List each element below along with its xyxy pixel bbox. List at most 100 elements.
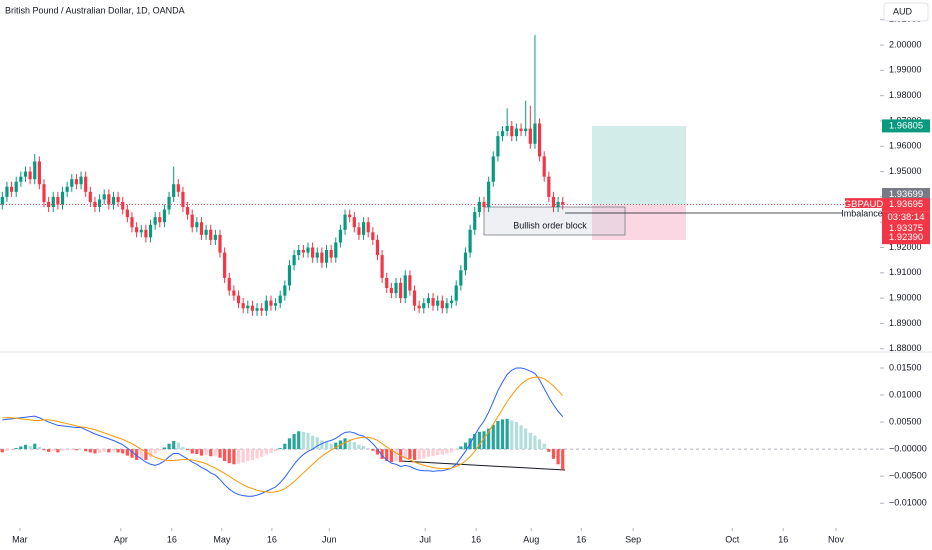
price-tag — [882, 231, 930, 245]
histogram-bar — [273, 449, 278, 452]
candle-body — [561, 201, 565, 205]
histogram-bar — [148, 449, 153, 458]
histogram-bar — [121, 449, 125, 454]
candle-body — [394, 282, 398, 294]
histogram-bar — [144, 449, 148, 460]
currency-label[interactable]: AUD — [893, 6, 913, 16]
histogram-bar — [524, 428, 528, 450]
histogram-bar — [185, 449, 190, 451]
x-tick-label: Apr — [114, 534, 128, 544]
candle-body — [264, 300, 268, 311]
candle-body — [537, 123, 542, 157]
candle-body — [542, 156, 546, 177]
candle-body — [454, 285, 458, 301]
histogram-bar — [107, 449, 111, 453]
histogram-bar — [311, 435, 315, 450]
histogram-bar — [445, 449, 449, 454]
candle-body — [158, 217, 162, 223]
candle-body — [135, 227, 139, 233]
histogram-bar — [9, 449, 14, 451]
x-tick-label: Oct — [725, 534, 740, 544]
histogram-bar — [487, 428, 491, 450]
histogram-bar — [417, 449, 421, 460]
histogram-bar — [130, 449, 134, 458]
candle-body — [236, 295, 241, 304]
histogram-bar — [28, 445, 32, 450]
histogram-bar — [84, 449, 88, 452]
histogram-bar — [482, 431, 486, 450]
candle-body — [399, 282, 403, 299]
candle-body — [42, 184, 46, 202]
candle-body — [241, 303, 245, 309]
price-tag — [882, 188, 930, 202]
histogram-bar — [250, 449, 255, 460]
histogram-bar — [102, 449, 106, 452]
candle-body — [431, 298, 435, 306]
price-tag-label: 1.96805 — [889, 120, 923, 131]
candle-body — [255, 308, 259, 311]
candle-body — [329, 250, 333, 258]
histogram-bar — [394, 449, 398, 462]
histogram-bar — [209, 449, 213, 457]
candle-body — [524, 128, 528, 132]
histogram-bar — [204, 449, 208, 456]
candle-body — [510, 126, 514, 137]
histogram-bar — [158, 449, 162, 451]
candle-body — [287, 265, 292, 286]
candle-body — [60, 191, 65, 205]
histogram-bar — [371, 449, 375, 451]
histogram-bar — [236, 449, 241, 464]
histogram-bar — [324, 441, 329, 450]
candle-body — [283, 285, 287, 296]
candle-body — [496, 136, 500, 157]
candle-body — [422, 303, 426, 309]
x-tick-label: 16 — [576, 534, 586, 544]
histogram-bar — [537, 439, 542, 450]
candle-body — [116, 196, 120, 202]
histogram-bar — [528, 432, 532, 450]
candle-body — [190, 214, 194, 228]
histogram-bar — [269, 449, 273, 453]
y-tick-label: 1.88000 — [889, 343, 922, 353]
candle-body — [88, 191, 92, 202]
candle-body — [380, 255, 384, 278]
histogram-bar — [241, 449, 245, 463]
histogram-bar — [5, 449, 9, 452]
candle-body — [153, 217, 157, 225]
candle-body — [209, 229, 213, 240]
candle-body — [185, 207, 190, 215]
candle-body — [403, 275, 407, 299]
candle-body — [14, 181, 18, 192]
histogram-bar — [255, 449, 259, 459]
candle-body — [514, 128, 519, 137]
candle-body — [440, 300, 444, 309]
imbalance-label-bg — [842, 208, 882, 219]
histogram-bar — [232, 449, 236, 465]
symbol-tag — [845, 198, 882, 212]
histogram-bar — [514, 422, 519, 450]
histogram-bar — [510, 420, 514, 450]
histogram-bar — [278, 448, 282, 450]
histogram-bar — [547, 449, 551, 452]
candle-body — [463, 252, 468, 271]
histogram-bar — [218, 449, 222, 458]
candle-body — [204, 229, 208, 235]
histogram-bar — [389, 449, 393, 463]
candle-body — [56, 196, 60, 205]
candle-body — [389, 287, 393, 294]
candle-body — [28, 171, 32, 180]
candle-body — [181, 191, 185, 208]
histogram-bar — [47, 449, 51, 452]
currency-button[interactable] — [883, 2, 929, 22]
candle-body — [162, 209, 167, 223]
candle-body — [551, 196, 556, 208]
candle-body — [260, 308, 264, 311]
histogram-bar — [385, 449, 389, 462]
candle-body — [306, 247, 310, 253]
histogram-bar — [533, 435, 537, 450]
histogram-bar — [463, 442, 468, 450]
countdown-tag — [882, 211, 930, 225]
x-tick-label: 16 — [471, 534, 481, 544]
